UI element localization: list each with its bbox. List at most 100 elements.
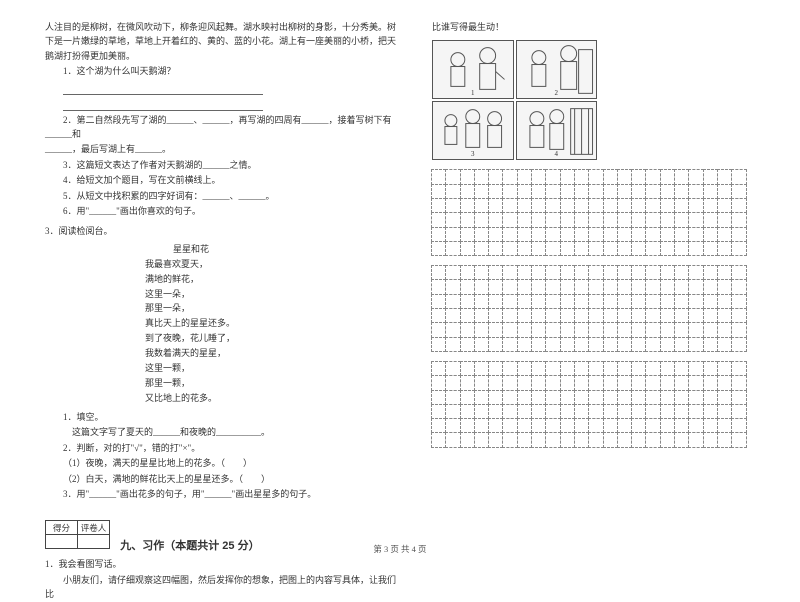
question-3: 3．这篇短文表达了作者对天鹅湖的______之情。: [45, 158, 402, 172]
writing-grid-cell: [460, 241, 475, 256]
writing-grid-cell: [560, 169, 575, 184]
writing-grid-cell: [688, 308, 703, 323]
writing-grid-cell: [717, 432, 732, 447]
writing-grid-cell: [631, 390, 646, 405]
writing-grid-cell: [603, 308, 618, 323]
writing-grid-cell: [617, 227, 632, 242]
poem-block: 星星和花 我最喜欢夏天，满地的鲜花，这里一朵，那里一朵，真比天上的星星还多。到了…: [145, 243, 402, 406]
writing-grid-cell: [645, 432, 660, 447]
writing-grid-area: [432, 170, 755, 447]
writing-grid-cell: [674, 390, 689, 405]
writing-grid-cell: [545, 432, 560, 447]
writing-grid-cell: [488, 279, 503, 294]
writing-grid-cell: [431, 227, 446, 242]
writing-grid-cell: [645, 279, 660, 294]
writing-grid-cell: [531, 375, 546, 390]
writing-grid-cell: [588, 169, 603, 184]
poem-line: 我数着满天的星星，: [145, 347, 402, 361]
writing-grid-cell: [460, 418, 475, 433]
writing-grid-cell: [674, 184, 689, 199]
writing-grid-cell: [502, 432, 517, 447]
writing-grid-cell: [703, 361, 718, 376]
writing-grid-cell: [703, 404, 718, 419]
writing-grid-cell: [574, 212, 589, 227]
writing-grid-cell: [545, 390, 560, 405]
writing-grid-cell: [488, 418, 503, 433]
writing-grid-cell: [488, 337, 503, 352]
left-column: 人注目的是柳树，在微风吹动下，柳条迎风起舞。湖水映衬出柳树的身影，十分秀美。树下…: [45, 20, 402, 515]
writing-grid-cell: [517, 279, 532, 294]
writing-grid-cell: [603, 212, 618, 227]
writing-grid-cell: [617, 418, 632, 433]
poem-line: 那里一颗，: [145, 377, 402, 391]
writing-grid-cell: [488, 169, 503, 184]
writing-grid-cell: [474, 241, 489, 256]
writing-grid-cell: [588, 184, 603, 199]
writing-grid-cell: [660, 279, 675, 294]
writing-grid-row: [432, 199, 755, 213]
score-head-score: 得分: [46, 521, 78, 535]
writing-grid-cell: [631, 184, 646, 199]
poem-line: 那里一朵，: [145, 302, 402, 316]
writing-grid-cell: [545, 184, 560, 199]
writing-grid-cell: [445, 361, 460, 376]
writing-grid-cell: [717, 308, 732, 323]
writing-grid-cell: [474, 308, 489, 323]
writing-grid-cell: [445, 169, 460, 184]
writing-grid-cell: [474, 227, 489, 242]
writing-grid-cell: [517, 308, 532, 323]
writing-grid-cell: [731, 184, 746, 199]
writing-grid-cell: [445, 227, 460, 242]
writing-grid-cell: [631, 361, 646, 376]
score-head-reviewer: 评卷人: [78, 521, 110, 535]
writing-grid-cell: [631, 337, 646, 352]
writing-grid-cell: [445, 375, 460, 390]
writing-grid-row: [432, 185, 755, 199]
writing-grid-cell: [717, 241, 732, 256]
writing-grid-cell: [688, 198, 703, 213]
writing-grid-cell: [660, 432, 675, 447]
answer-line: [63, 81, 263, 95]
writing-grid-cell: [545, 404, 560, 419]
writing-grid-cell: [703, 375, 718, 390]
writing-grid-cell: [703, 337, 718, 352]
writing-grid-cell: [688, 322, 703, 337]
writing-grid-cell: [688, 212, 703, 227]
writing-grid-cell: [488, 212, 503, 227]
writing-grid-cell: [531, 432, 546, 447]
writing-grid-cell: [688, 361, 703, 376]
writing-grid-cell: [488, 322, 503, 337]
poem-line: 满地的鲜花，: [145, 273, 402, 287]
writing-grid-cell: [474, 337, 489, 352]
writing-grid-cell: [688, 279, 703, 294]
writing-grid-cell: [545, 198, 560, 213]
writing-grid-row: [432, 405, 755, 419]
writing-grid-cell: [574, 361, 589, 376]
writing-grid-cell: [545, 212, 560, 227]
poem-title: 星星和花: [173, 243, 402, 257]
writing-grid-cell: [660, 227, 675, 242]
writing-grid-cell: [574, 227, 589, 242]
writing-grid-cell: [460, 265, 475, 280]
writing-grid-cell: [645, 375, 660, 390]
writing-grid-cell: [588, 404, 603, 419]
writing-grid-cell: [445, 265, 460, 280]
writing-grid-cell: [688, 375, 703, 390]
writing-grid-cell: [531, 322, 546, 337]
writing-grid-cell: [717, 322, 732, 337]
writing-grid-cell: [703, 198, 718, 213]
writing-grid-cell: [560, 279, 575, 294]
writing-grid-cell: [674, 212, 689, 227]
writing-grid-cell: [431, 241, 446, 256]
writing-grid-cell: [431, 390, 446, 405]
writing-grid-cell: [445, 322, 460, 337]
writing-grid-cell: [731, 337, 746, 352]
writing-grid-cell: [631, 418, 646, 433]
writing-grid-cell: [517, 212, 532, 227]
writing-grid-cell: [660, 390, 675, 405]
writing-grid-cell: [531, 337, 546, 352]
writing-grid-cell: [474, 198, 489, 213]
writing-grid-cell: [631, 169, 646, 184]
writing-grid-cell: [574, 184, 589, 199]
writing-grid-cell: [445, 418, 460, 433]
